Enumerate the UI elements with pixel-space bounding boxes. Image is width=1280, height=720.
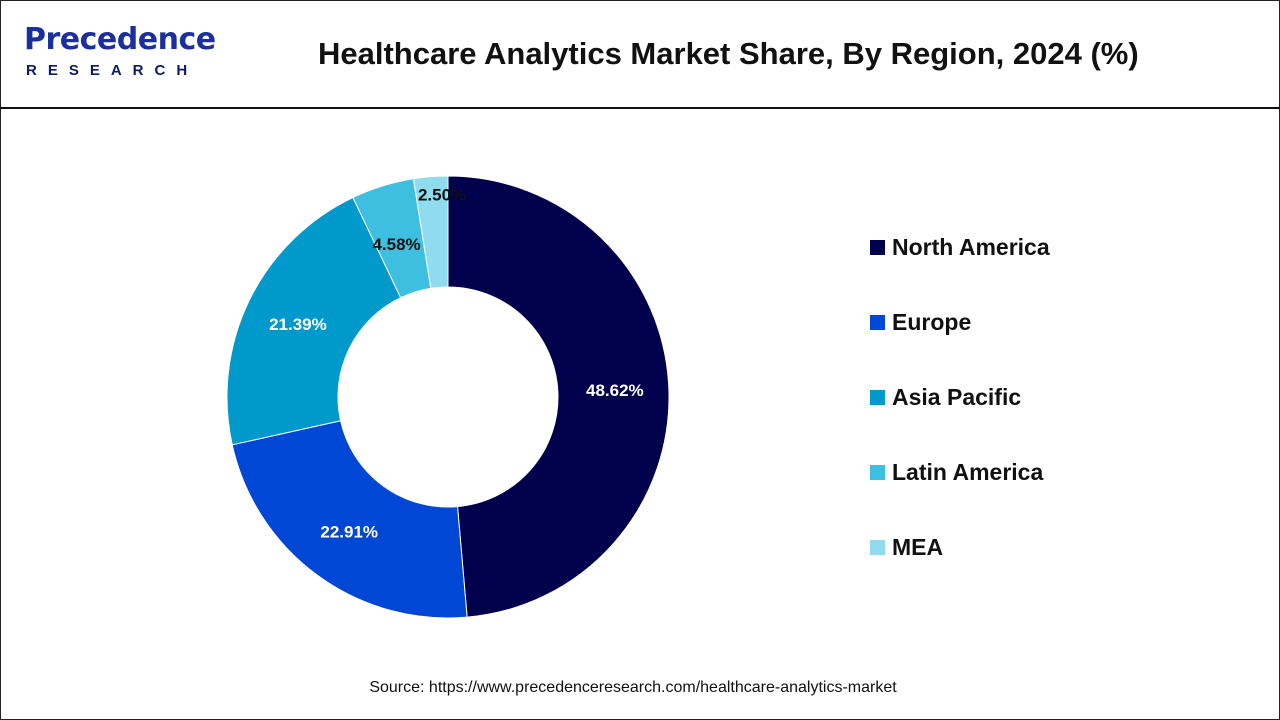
data-label: 4.58% — [372, 235, 420, 254]
slice-mea — [412, 175, 449, 289]
legend-item: North America — [870, 232, 1050, 262]
legend-item: Asia Pacific — [870, 382, 1021, 412]
legend-swatch — [870, 314, 885, 330]
chart-title: Healthcare Analytics Market Share, By Re… — [318, 36, 1139, 71]
legend-swatch — [870, 539, 885, 555]
precedence-research-logo: Precedence RESEARCH — [24, 24, 224, 84]
legend-swatch — [870, 464, 885, 480]
legend-label: Europe — [892, 308, 972, 335]
legend-swatch — [870, 389, 885, 405]
slice-europe — [231, 420, 468, 619]
legend-item: Europe — [870, 307, 971, 337]
data-label: 48.62% — [586, 381, 644, 400]
legend-item: MEA — [870, 532, 943, 562]
slice-north-america — [447, 175, 670, 618]
data-label: 22.91% — [320, 523, 378, 542]
logo-main-text: Precedence — [24, 22, 216, 57]
logo-sub-text: RESEARCH — [26, 62, 199, 79]
data-label: 2.50% — [418, 186, 466, 205]
legend-item: Latin America — [870, 457, 1043, 487]
slice-asia-pacific — [226, 196, 402, 446]
legend-label: MEA — [892, 533, 944, 560]
legend-label: Latin America — [892, 458, 1044, 485]
legend-label: North America — [892, 233, 1050, 260]
legend-label: Asia Pacific — [892, 383, 1022, 410]
header: Precedence RESEARCH Healthcare Analytics… — [0, 0, 1280, 109]
data-label: 21.39% — [269, 315, 327, 334]
legend-swatch — [870, 239, 885, 255]
source-text: Source: https://www.precedenceresearch.c… — [369, 679, 897, 696]
